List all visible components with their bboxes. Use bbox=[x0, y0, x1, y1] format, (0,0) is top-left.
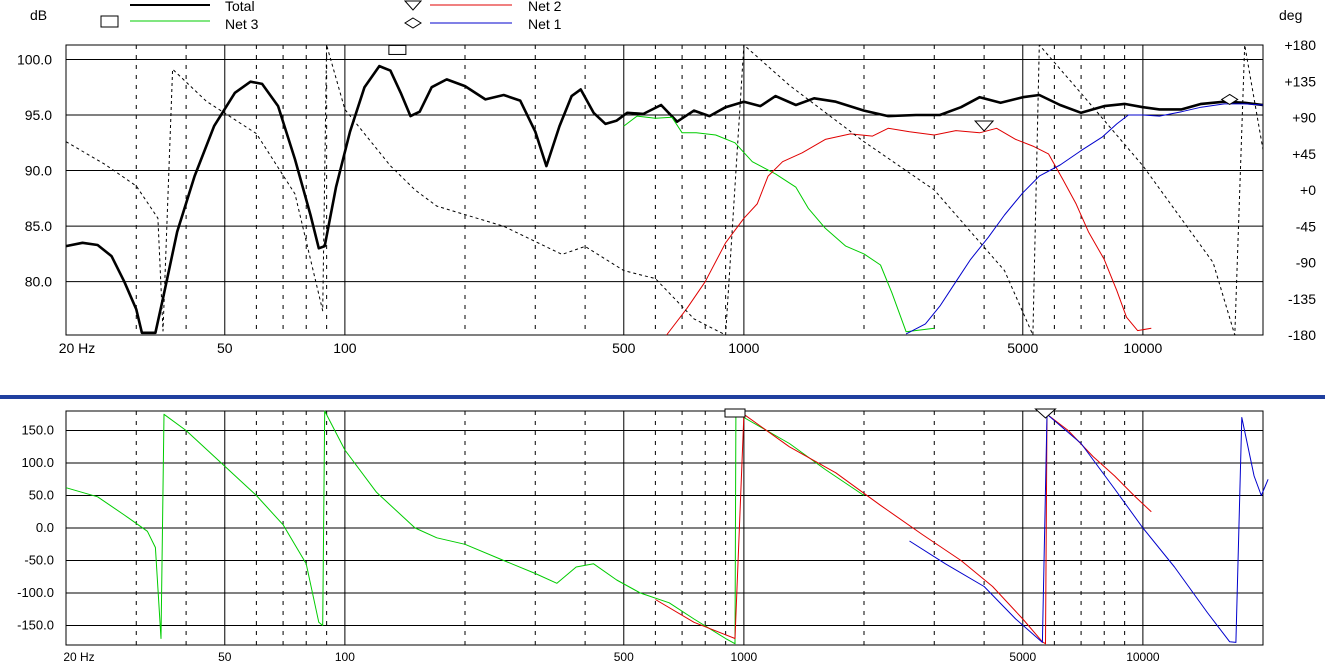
series-net-2-line bbox=[666, 127, 1152, 336]
phase-y-tick-label: 50.0 bbox=[29, 488, 54, 503]
legend-net1-label: Net 1 bbox=[528, 16, 562, 32]
y2-tick-label: -45 bbox=[1296, 218, 1316, 234]
y2-tick-label: +90 bbox=[1292, 110, 1316, 126]
bottom-plot bbox=[65, 408, 1269, 646]
y2-tick-label: +45 bbox=[1292, 146, 1316, 162]
y2-tick-label: +135 bbox=[1284, 73, 1316, 89]
series-net-3-line bbox=[623, 115, 935, 333]
total-square-marker bbox=[388, 44, 407, 55]
x-tick-label: 100 bbox=[333, 340, 357, 356]
legend-total-square-marker bbox=[100, 15, 119, 28]
legend-net1-diamond-marker bbox=[404, 17, 422, 29]
bottom-x-ticks: 20 Hz 50 100 500 1000 5000 10000 bbox=[63, 650, 1160, 664]
phase-x-tick-label: 500 bbox=[614, 650, 634, 664]
phase-x-tick-label: 1000 bbox=[731, 650, 758, 664]
bottom-y-ticks: 150.0 100.0 50.0 0.0 -50.0 -100.0 -150.0 bbox=[17, 423, 54, 633]
net1-diamond-marker bbox=[1220, 93, 1239, 106]
y-tick-label: 90.0 bbox=[25, 163, 52, 179]
top-frame bbox=[65, 44, 1264, 336]
legend-total-label: Total bbox=[225, 0, 255, 14]
y-tick-label: 85.0 bbox=[25, 218, 52, 234]
phase-x-tick-label: 10000 bbox=[1126, 650, 1160, 664]
legend-net2-label: Net 2 bbox=[528, 0, 562, 14]
y2-tick-label: -90 bbox=[1296, 255, 1316, 271]
phase-net-1-line bbox=[909, 413, 1269, 643]
top-y2-ticks: +180 +135 +90 +45 +0 -45 -90 -135 -180 bbox=[1284, 37, 1316, 343]
series-net-1-line bbox=[905, 103, 1264, 335]
top-x-ticks: 20 Hz 50 100 500 1000 5000 10000 bbox=[59, 340, 1163, 356]
phase-y-tick-label: -50.0 bbox=[24, 553, 54, 568]
x-tick-label: 1000 bbox=[728, 340, 759, 356]
x-tick-label: 20 Hz bbox=[59, 340, 96, 356]
x-tick-label: 5000 bbox=[1007, 340, 1038, 356]
phase-x-tick-label: 100 bbox=[335, 650, 355, 664]
phase-y-tick-label: 150.0 bbox=[21, 423, 54, 438]
section-divider bbox=[0, 395, 1325, 399]
y-unit-label: dB bbox=[30, 7, 47, 23]
phase-y-tick-label: 0.0 bbox=[36, 520, 54, 535]
phase-square-marker bbox=[724, 408, 746, 418]
y-tick-label: 95.0 bbox=[25, 107, 52, 123]
y2-tick-label: +180 bbox=[1284, 37, 1316, 53]
top-y-ticks: 100.0 95.0 90.0 85.0 80.0 bbox=[17, 51, 52, 289]
top-plot bbox=[65, 44, 1264, 336]
phase-x-tick-label: 5000 bbox=[1009, 650, 1036, 664]
y-tick-label: 100.0 bbox=[17, 51, 52, 67]
y2-tick-label: -180 bbox=[1288, 327, 1316, 343]
y2-tick-label: -135 bbox=[1288, 291, 1316, 307]
x-tick-label: 10000 bbox=[1123, 340, 1162, 356]
legend-net2-triangle-marker bbox=[403, 0, 423, 11]
series-total-line bbox=[65, 64, 1264, 335]
phase-x-tick-label: 50 bbox=[218, 650, 232, 664]
y2-tick-label: +0 bbox=[1300, 182, 1316, 198]
x-tick-label: 50 bbox=[217, 340, 233, 356]
phase-triangle-marker bbox=[1034, 408, 1057, 419]
y2-unit-label: deg bbox=[1279, 7, 1302, 23]
net2-triangle-marker bbox=[973, 120, 995, 132]
x-tick-label: 500 bbox=[612, 340, 636, 356]
legend: Total Net 3 Net 2 Net 1 bbox=[100, 0, 562, 32]
phase-y-tick-label: 100.0 bbox=[21, 455, 54, 470]
legend-net3-label: Net 3 bbox=[225, 16, 259, 32]
y-tick-label: 80.0 bbox=[25, 274, 52, 290]
phase-x-tick-label: 20 Hz bbox=[63, 650, 94, 664]
phase-y-tick-label: -150.0 bbox=[17, 618, 54, 633]
phase-net-3-line bbox=[65, 410, 865, 645]
phase-y-tick-label: -100.0 bbox=[17, 585, 54, 600]
